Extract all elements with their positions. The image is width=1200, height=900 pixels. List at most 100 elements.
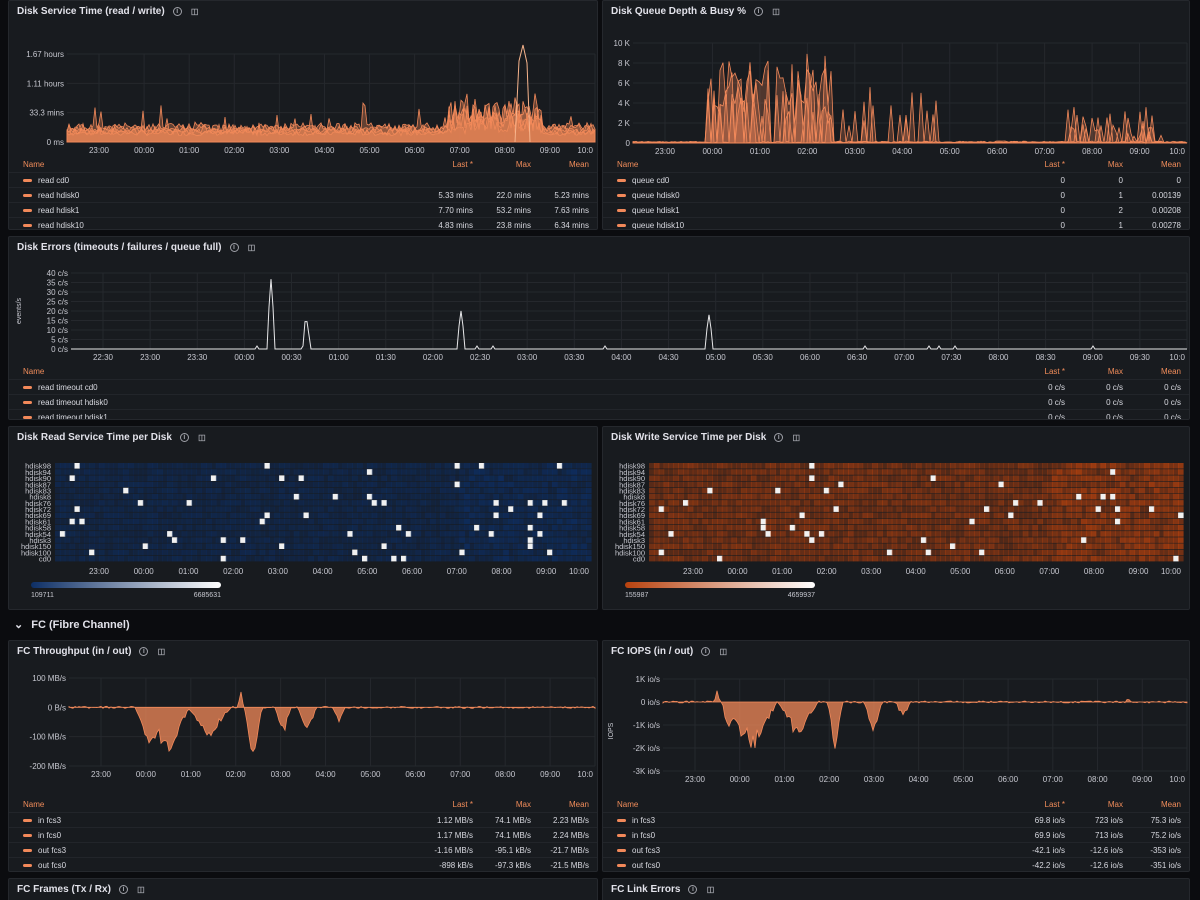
folder-icon[interactable]: ◫ [706,884,715,894]
legend-header-stat[interactable]: Last * [452,160,473,169]
series-swatch [23,833,32,837]
section-fc-header[interactable]: ⌄ FC (Fibre Channel) [14,618,130,632]
legend-header-stat[interactable]: Last * [452,800,473,809]
legend-row[interactable]: in fcs0 1.17 MB/s 74.1 MB/s 2.24 MB/s [9,827,597,842]
info-icon[interactable]: i [774,433,784,442]
legend-header-stat[interactable]: Mean [568,160,589,169]
folder-icon[interactable]: ◫ [792,432,801,442]
x-tick-label: 09:30 [1130,353,1151,362]
legend-header-stat[interactable]: Mean [568,800,589,809]
panel-title[interactable]: Disk Read Service Time per Disk i ◫ [17,432,207,443]
info-icon[interactable]: i [229,243,239,252]
legend-series-label: in fcs0 [632,830,656,840]
legend-header-name[interactable]: Name [23,367,45,376]
info-icon[interactable]: i [139,647,149,656]
info-icon[interactable]: i [754,7,764,16]
folder-icon[interactable]: ◫ [247,242,256,252]
disk-errors-chart[interactable]: 40 c/s35 c/s30 c/s25 c/s20 c/s15 c/s10 c… [9,237,1190,369]
legend-header-stat[interactable]: Max [1107,800,1123,809]
legend-row[interactable]: out fcs0 -42.2 io/s -12.6 io/s -351 io/s [603,857,1189,871]
legend-row[interactable]: read timeout hdisk0 0 c/s 0 c/s 0 c/s [9,394,1189,409]
panel-title[interactable]: Disk Errors (timeouts / failures / queue… [17,242,257,253]
folder-icon[interactable]: ◫ [190,6,199,16]
legend-header-name[interactable]: Name [23,800,45,809]
legend-row[interactable]: queue cd0 0 0 0 [603,172,1189,187]
legend-series-label: in fcs3 [38,815,62,825]
fc-throughput-chart[interactable]: 100 MB/s 0 B/s -100 MB/s -200 MB/s 23:00 00:0… [9,641,598,803]
panel-title[interactable]: FC Link Errors i ◫ [611,884,715,895]
legend-header: Name Last * Max Mean [9,157,597,172]
legend-row[interactable]: queue hdisk10 0 1 0.00278 [603,217,1189,229]
y-tick-label: hdisk69 [619,511,645,520]
legend-row[interactable]: queue hdisk0 0 1 0.00139 [603,187,1189,202]
legend-header-stat[interactable]: Last * [1044,800,1065,809]
disk-service-time-chart[interactable]: 1.67 hours 1.11 hours 33.3 mins 0 ms 23:00 00… [9,1,598,161]
legend-row[interactable]: read cd0 [9,172,597,187]
series-swatch [23,400,32,404]
legend-header-stat[interactable]: Last * [1044,367,1065,376]
legend-stat-value: -42.2 io/s [1032,860,1065,870]
x-tick-label: 10:00 [1161,567,1182,576]
folder-icon[interactable]: ◫ [772,6,780,16]
panel-title[interactable]: Disk Queue Depth & Busy % i ◫ [611,6,781,17]
legend-row[interactable]: read hdisk10 4.83 mins 23.8 mins 6.34 mins [9,217,597,230]
read-heatmap-chart[interactable]: hdisk98hdisk94hdisk90hdisk87hdisk83hdisk… [9,427,598,610]
legend-row[interactable]: read hdisk0 5.33 mins 22.0 mins 5.23 mins [9,187,597,202]
info-icon[interactable]: i [701,647,711,656]
panel-title[interactable]: Disk Service Time (read / write) i ◫ [17,6,200,17]
legend-header-stat[interactable]: Max [515,160,531,169]
legend-header-stat[interactable]: Max [1107,367,1123,376]
legend-row[interactable]: in fcs3 1.12 MB/s 74.1 MB/s 2.23 MB/s [9,812,597,827]
legend-row[interactable]: out fcs3 -42.1 io/s -12.6 io/s -353 io/s [603,842,1189,857]
panel-fc-frames: FC Frames (Tx / Rx) i ◫ [8,878,598,900]
x-tick-label: 04:00 [892,147,913,156]
x-tick-label: 05:00 [706,353,727,362]
x-tick-label: 02:30 [470,353,491,362]
legend-header-stat[interactable]: Mean [1160,800,1181,809]
panel-title[interactable]: FC Frames (Tx / Rx) i ◫ [17,884,146,895]
x-tick-label: 03:00 [861,567,882,576]
legend-header-stat[interactable]: Mean [1160,367,1181,376]
y-tick-label: hdisk61 [25,517,51,526]
legend-row[interactable]: in fcs0 69.9 io/s 713 io/s 75.2 io/s [603,827,1189,842]
legend-row[interactable]: out fcs3 -1.16 MB/s -95.1 kB/s -21.7 MB/s [9,842,597,857]
disk-queue-depth-chart[interactable]: 10 K 8 K 6 K 4 K 2 K 0 23:00 00:00 01:00 02:00 03:… [603,1,1190,161]
legend-row[interactable]: read timeout hdisk1 0 c/s 0 c/s 0 c/s [9,409,1189,419]
y-tick-label: hdisk3 [29,536,51,545]
y-tick-label: hdisk72 [25,505,51,514]
legend-header-name[interactable]: Name [617,160,639,169]
panel-title[interactable]: Disk Write Service Time per Disk i ◫ [611,432,801,443]
legend-row[interactable]: in fcs3 69.8 io/s 723 io/s 75.3 io/s [603,812,1189,827]
info-icon[interactable]: i [688,885,698,894]
legend-series-label: read hdisk10 [38,220,84,230]
legend-header-stat[interactable]: Max [1107,160,1123,169]
folder-icon[interactable]: ◫ [198,432,206,442]
y-tick-label: 25 c/s [47,298,68,307]
write-heatmap-chart[interactable]: hdisk98hdisk94hdisk90hdisk87hdisk83hdisk… [603,427,1190,610]
legend-header-name[interactable]: Name [617,800,639,809]
folder-icon[interactable]: ◫ [137,884,145,894]
legend-stat-value: 0 c/s [1106,397,1123,407]
series-swatch [617,193,626,197]
legend-stat-value: 0 [1060,175,1065,185]
folder-icon[interactable]: ◫ [719,646,727,656]
fc-iops-chart[interactable]: 1K io/s 0 io/s -1K io/s -2K io/s -3K io/s 23:… [603,641,1190,803]
legend-header-stat[interactable]: Max [515,800,531,809]
panel-title[interactable]: FC IOPS (in / out) i ◫ [611,646,728,657]
legend-header-stat[interactable]: Mean [1160,160,1181,169]
legend-row[interactable]: out fcs0 -898 kB/s -97.3 kB/s -21.5 MB/s [9,857,597,871]
panel-title[interactable]: FC Throughput (in / out) i ◫ [17,646,166,657]
legend-stat-value: 75.3 io/s [1150,815,1181,825]
legend-header-stat[interactable]: Last * [1044,160,1065,169]
chevron-down-icon[interactable]: ⌄ [14,619,24,631]
info-icon[interactable]: i [118,885,128,894]
legend-header-name[interactable]: Name [23,160,45,169]
info-icon[interactable]: i [179,433,189,442]
legend-stat-value: 6.34 mins [554,220,589,230]
legend-row[interactable]: read hdisk1 7.70 mins 53.2 mins 7.63 mins [9,202,597,217]
folder-icon[interactable]: ◫ [157,646,166,656]
legend-row[interactable]: read timeout cd0 0 c/s 0 c/s 0 c/s [9,379,1189,394]
legend-row[interactable]: queue hdisk1 0 2 0.00208 [603,202,1189,217]
info-icon[interactable]: i [172,7,182,16]
legend-stat-value: 0 [1060,205,1065,215]
